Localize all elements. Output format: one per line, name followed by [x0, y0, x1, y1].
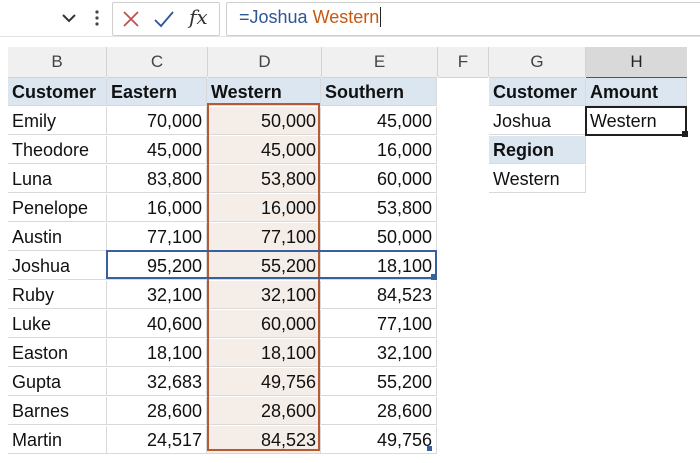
- row-range-handle[interactable]: [431, 274, 437, 280]
- formula-prefix: =: [239, 7, 250, 27]
- cell-eastern[interactable]: 70,000: [107, 107, 207, 135]
- formula-bar: fx =Joshua Western: [0, 0, 700, 37]
- column-header-d[interactable]: D: [208, 47, 321, 78]
- cell-western[interactable]: 84,523: [207, 426, 321, 454]
- cell-eastern[interactable]: 24,517: [107, 426, 207, 454]
- cell-customer[interactable]: Emily: [8, 107, 107, 135]
- cell-southern[interactable]: 45,000: [321, 107, 437, 135]
- lookup-amount-value[interactable]: Western: [586, 107, 687, 135]
- cell-customer[interactable]: Luna: [8, 165, 107, 193]
- cell-customer[interactable]: Luke: [8, 310, 107, 338]
- range-resize-handle[interactable]: [427, 446, 432, 451]
- formula-input[interactable]: =Joshua Western: [226, 2, 700, 36]
- cell-customer[interactable]: Theodore: [8, 136, 107, 164]
- column-header-b[interactable]: B: [8, 47, 106, 78]
- cell-southern[interactable]: 50,000: [321, 223, 437, 251]
- cell-southern[interactable]: 60,000: [321, 165, 437, 193]
- cell-eastern[interactable]: 45,000: [107, 136, 207, 164]
- cell-eastern[interactable]: 18,100: [107, 339, 207, 367]
- lookup-amount-label[interactable]: Amount: [586, 78, 687, 106]
- cell-western[interactable]: 28,600: [207, 397, 321, 425]
- cell-eastern[interactable]: 83,800: [107, 165, 207, 193]
- column-header-g[interactable]: G: [489, 47, 585, 78]
- column-header-e[interactable]: E: [322, 47, 437, 78]
- cell-customer[interactable]: Penelope: [8, 194, 107, 222]
- cell-southern[interactable]: 49,756: [321, 426, 437, 454]
- table-header-customer[interactable]: Customer: [8, 78, 107, 106]
- cell-southern[interactable]: 16,000: [321, 136, 437, 164]
- cell-eastern[interactable]: 16,000: [107, 194, 207, 222]
- chevron-down-icon[interactable]: [58, 7, 80, 29]
- lookup-region-value[interactable]: Western: [489, 165, 586, 193]
- cell-western[interactable]: 32,100: [207, 281, 321, 309]
- cell-southern[interactable]: 32,100: [321, 339, 437, 367]
- cell-western[interactable]: 77,100: [207, 223, 321, 251]
- cell-customer[interactable]: Ruby: [8, 281, 107, 309]
- lookup-customer-label[interactable]: Customer: [489, 78, 586, 106]
- insert-function-icon[interactable]: fx: [189, 5, 208, 29]
- cell-customer[interactable]: Barnes: [8, 397, 107, 425]
- cell-eastern[interactable]: 32,100: [107, 281, 207, 309]
- formula-ref-western: Western: [312, 7, 380, 27]
- text-caret: [380, 7, 382, 27]
- cell-southern[interactable]: 55,200: [321, 368, 437, 396]
- cell-western[interactable]: 49,756: [207, 368, 321, 396]
- cell-western[interactable]: 55,200: [207, 252, 321, 280]
- table-header-southern[interactable]: Southern: [321, 78, 437, 106]
- cell-customer[interactable]: Austin: [8, 223, 107, 251]
- cell-southern[interactable]: 84,523: [321, 281, 437, 309]
- cell-western[interactable]: 16,000: [207, 194, 321, 222]
- cell-customer[interactable]: Joshua: [8, 252, 107, 280]
- cell-southern[interactable]: 18,100: [321, 252, 437, 280]
- cell-customer[interactable]: Easton: [8, 339, 107, 367]
- table-header-eastern[interactable]: Eastern: [107, 78, 207, 106]
- cell-western[interactable]: 60,000: [207, 310, 321, 338]
- cell-eastern[interactable]: 28,600: [107, 397, 207, 425]
- cell-customer[interactable]: Martin: [8, 426, 107, 454]
- column-header-f[interactable]: F: [438, 47, 488, 78]
- column-header-c[interactable]: C: [107, 47, 207, 78]
- fill-handle[interactable]: [682, 131, 688, 137]
- cell-southern[interactable]: 28,600: [321, 397, 437, 425]
- column-header-h[interactable]: H: [586, 47, 687, 79]
- cell-eastern[interactable]: 32,683: [107, 368, 207, 396]
- formula-buttons: fx: [112, 2, 220, 36]
- cell-western[interactable]: 18,100: [207, 339, 321, 367]
- lookup-customer-value[interactable]: Joshua: [489, 107, 586, 135]
- cell-eastern[interactable]: 95,200: [107, 252, 207, 280]
- cell-customer[interactable]: Gupta: [8, 368, 107, 396]
- cell-western[interactable]: 50,000: [207, 107, 321, 135]
- cell-eastern[interactable]: 40,600: [107, 310, 207, 338]
- cell-southern[interactable]: 77,100: [321, 310, 437, 338]
- formula-ref-joshua: Joshua: [249, 7, 308, 27]
- more-options-icon[interactable]: [93, 7, 101, 29]
- cell-southern[interactable]: 53,800: [321, 194, 437, 222]
- cancel-icon[interactable]: [121, 9, 141, 29]
- table-header-western[interactable]: Western: [207, 78, 321, 106]
- cell-eastern[interactable]: 77,100: [107, 223, 207, 251]
- cell-western[interactable]: 45,000: [207, 136, 321, 164]
- cell-western[interactable]: 53,800: [207, 165, 321, 193]
- lookup-region-label[interactable]: Region: [489, 136, 586, 164]
- enter-check-icon[interactable]: [153, 9, 175, 29]
